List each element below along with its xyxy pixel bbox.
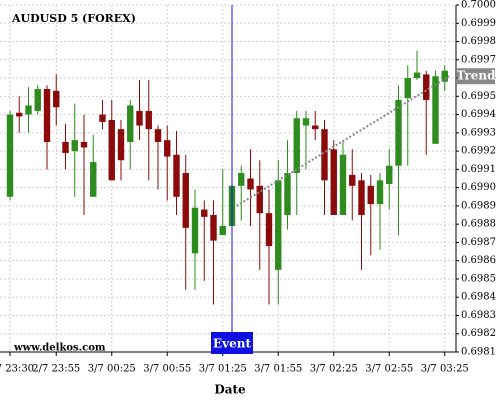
x-tick-label: 3/7 02:25 <box>310 364 358 375</box>
candle-body <box>256 185 263 214</box>
candle-body <box>312 125 319 130</box>
candle-body <box>247 178 254 190</box>
candle-body <box>164 140 171 157</box>
candle-body <box>432 76 439 144</box>
candle-body <box>136 110 143 126</box>
y-tick-label: 0.6981 <box>461 347 496 358</box>
x-tick-label: 3/7 02:55 <box>365 364 413 375</box>
candle-body <box>6 114 14 197</box>
candle-body <box>238 173 245 186</box>
candle-body <box>25 105 32 115</box>
candle-body <box>367 185 374 205</box>
y-tick-label: 0.6989 <box>461 200 496 211</box>
y-tick-label: 0.7000 <box>461 0 496 11</box>
candle-body <box>34 89 41 111</box>
candle-body <box>154 129 162 142</box>
candle-body <box>376 180 384 205</box>
y-tick-label: 0.6995 <box>461 91 496 102</box>
y-tick-label: 0.6982 <box>461 328 496 339</box>
x-tick-label: 3/7 01:25 <box>199 364 247 375</box>
y-tick-label: 0.6985 <box>461 273 496 284</box>
candle-body <box>284 173 291 216</box>
candle-body <box>80 141 88 148</box>
candle-body <box>349 174 356 186</box>
candle-body <box>182 173 189 228</box>
candle-body <box>43 89 51 142</box>
candle-body <box>358 180 365 216</box>
candle-body <box>71 140 78 152</box>
watermark: www.delkos.com <box>13 343 106 354</box>
y-tick-label: 0.6986 <box>461 255 496 266</box>
y-tick-label: 0.6987 <box>461 237 496 248</box>
candle-body <box>127 105 134 142</box>
trend-label-box <box>457 68 495 85</box>
candle-body <box>108 120 115 181</box>
candle-body <box>219 225 226 236</box>
candle-body <box>441 70 448 82</box>
chart-title: AUDUSD 5 (FOREX) <box>11 12 136 25</box>
candle-body <box>173 154 180 197</box>
candle-body <box>423 74 430 100</box>
y-tick-label: 0.6983 <box>461 310 496 321</box>
x-tick-label: 2/7 23:30 <box>0 364 34 375</box>
x-tick-label: 3/7 03:25 <box>421 364 469 375</box>
candle-body <box>265 213 273 247</box>
y-tick-label: 0.6994 <box>461 109 496 120</box>
event-label: Event <box>213 337 251 351</box>
trend-line <box>236 75 450 207</box>
y-tick-label: 0.6999 <box>461 18 496 29</box>
candle-body <box>90 162 97 197</box>
x-tick-label: 3/7 00:55 <box>143 364 191 375</box>
candle-body <box>339 154 347 216</box>
candle-body <box>53 90 60 108</box>
candle-body <box>117 129 125 161</box>
candle-body <box>145 110 152 130</box>
candle-body <box>386 165 393 184</box>
trend-label: Trend <box>456 69 496 83</box>
y-tick-label: 0.6984 <box>461 292 496 303</box>
candle-body <box>404 78 411 99</box>
y-tick-label: 0.6990 <box>461 182 496 193</box>
candle-body <box>16 112 23 117</box>
x-tick-label: 2/7 23:55 <box>32 364 80 375</box>
candle-body <box>321 129 328 181</box>
x-tick-label: 3/7 01:55 <box>254 364 302 375</box>
candle-body <box>62 141 69 153</box>
y-tick-label: 0.6993 <box>461 127 496 138</box>
candle-body <box>395 99 402 166</box>
candle-body <box>330 149 337 216</box>
x-axis-label: Date <box>214 383 246 397</box>
candle-body <box>210 215 217 241</box>
candle-body <box>275 180 282 270</box>
y-tick-label: 0.6991 <box>461 164 496 175</box>
candle-body <box>293 118 300 174</box>
candle-body <box>191 207 199 254</box>
event-label-box <box>211 332 253 354</box>
y-tick-label: 0.6988 <box>461 219 496 230</box>
y-tick-label: 0.6997 <box>461 54 496 65</box>
candle-body <box>302 118 310 126</box>
candle-body <box>99 114 106 122</box>
candle-body <box>413 72 421 79</box>
x-tick-label: 3/7 00:25 <box>88 364 136 375</box>
candle-body <box>201 209 208 217</box>
y-tick-label: 0.6992 <box>461 146 496 157</box>
y-tick-label: 0.6998 <box>461 36 496 47</box>
